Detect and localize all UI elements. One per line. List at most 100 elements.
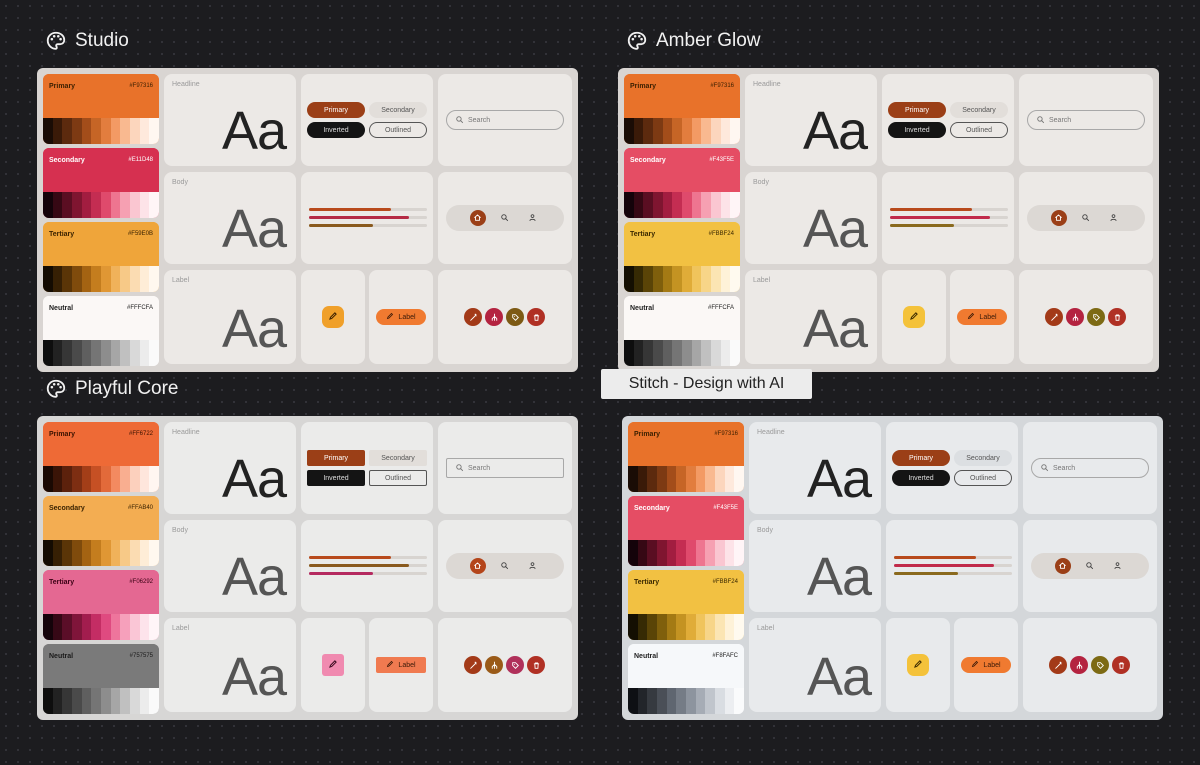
- icon-button-tag[interactable]: [1091, 656, 1109, 674]
- secondary-button[interactable]: Secondary: [954, 450, 1012, 466]
- ramp-step: [734, 540, 744, 566]
- icon-button-trash[interactable]: [1112, 656, 1130, 674]
- nav-search[interactable]: [1082, 558, 1098, 574]
- search-input[interactable]: Search: [446, 110, 564, 130]
- label-chip[interactable]: Label: [376, 309, 426, 325]
- tonal-ramp: [43, 688, 159, 714]
- ramp-step: [139, 688, 150, 714]
- icon-button-trash[interactable]: [527, 308, 545, 326]
- label-label: Label: [757, 625, 775, 632]
- theme-2: Playful Core Primary #FF6722 Secondary #FFAB…: [37, 378, 578, 720]
- outlined-button[interactable]: Outlined: [369, 122, 427, 138]
- swatch-name: Primary: [49, 83, 76, 90]
- icon-button-trash[interactable]: [1108, 308, 1126, 326]
- label-chip[interactable]: Label: [376, 657, 426, 673]
- nav-search[interactable]: [1078, 210, 1094, 226]
- ramp-step: [682, 118, 692, 144]
- fab-card: [301, 270, 365, 364]
- nav-home[interactable]: [1054, 558, 1071, 574]
- ramp-step: [91, 192, 102, 218]
- ramp-step: [62, 118, 73, 144]
- icon-button-wand[interactable]: [464, 308, 482, 326]
- ramp-step: [72, 340, 82, 366]
- edit-fab[interactable]: [903, 306, 925, 328]
- swatch-hex: #F97316: [129, 83, 153, 89]
- icon-button-wand[interactable]: [1045, 308, 1063, 326]
- icon-button-tree[interactable]: [1066, 308, 1084, 326]
- tree-icon: [1066, 308, 1084, 326]
- primary-button[interactable]: Primary: [888, 102, 946, 118]
- body-label: Body: [757, 527, 773, 534]
- edit-fab[interactable]: [322, 306, 344, 328]
- secondary-button[interactable]: Secondary: [950, 102, 1008, 118]
- icon-button-tree[interactable]: [485, 656, 503, 674]
- ramp-step: [657, 540, 667, 566]
- ramp-step: [653, 192, 663, 218]
- nav-search[interactable]: [497, 558, 513, 574]
- outlined-button[interactable]: Outlined: [369, 470, 427, 486]
- secondary-button[interactable]: Secondary: [369, 450, 427, 466]
- color-swatch-primary: Primary #FF6722: [43, 422, 159, 492]
- nav-profile[interactable]: [524, 558, 540, 574]
- primary-button[interactable]: Primary: [892, 450, 950, 466]
- palette-icon: [45, 378, 67, 400]
- nav-home[interactable]: [469, 210, 486, 226]
- headline-label: Headline: [757, 429, 785, 436]
- icon-button-tag[interactable]: [506, 656, 524, 674]
- nav-home[interactable]: [1050, 210, 1067, 226]
- ramp-step: [715, 688, 725, 714]
- primary-button[interactable]: Primary: [307, 102, 365, 118]
- ramp-step: [110, 540, 121, 566]
- search-input[interactable]: Search: [1031, 458, 1149, 478]
- chip-label: Label: [983, 661, 1001, 669]
- nav-home[interactable]: [469, 558, 486, 574]
- swatch-header: [624, 74, 740, 118]
- theme-board: Primary #F97316 Secondary #F43F5E Tertiary #F…: [618, 68, 1159, 372]
- icon-button-wand[interactable]: [1049, 656, 1067, 674]
- nav-search[interactable]: [497, 210, 513, 226]
- ramp-step: [643, 266, 654, 292]
- icon-button-tree[interactable]: [485, 308, 503, 326]
- label-chip[interactable]: Label: [957, 309, 1007, 325]
- icon-button-tree[interactable]: [1070, 656, 1088, 674]
- primary-button[interactable]: Primary: [307, 450, 365, 466]
- inverted-button[interactable]: Inverted: [892, 470, 950, 486]
- ramp-step: [120, 118, 131, 144]
- inverted-button[interactable]: Inverted: [888, 122, 946, 138]
- secondary-button[interactable]: Secondary: [369, 102, 427, 118]
- icon-button-tag[interactable]: [506, 308, 524, 326]
- nav-profile[interactable]: [1109, 558, 1125, 574]
- nav-profile[interactable]: [1105, 210, 1121, 226]
- progress-fill: [309, 564, 409, 567]
- outlined-button[interactable]: Outlined: [950, 122, 1008, 138]
- inverted-button[interactable]: Inverted: [307, 122, 365, 138]
- inverted-button[interactable]: Inverted: [307, 470, 365, 486]
- ramp-step: [724, 466, 735, 492]
- tonal-ramp: [624, 118, 740, 144]
- label-chip[interactable]: Label: [961, 657, 1011, 673]
- edit-fab[interactable]: [322, 654, 344, 676]
- icon-button-tag[interactable]: [1087, 308, 1105, 326]
- ramp-step: [724, 614, 735, 640]
- outlined-button[interactable]: Outlined: [954, 470, 1012, 486]
- search-input[interactable]: Search: [446, 458, 564, 478]
- ramp-step: [120, 540, 131, 566]
- ramp-step: [715, 540, 725, 566]
- icon-button-trash[interactable]: [527, 656, 545, 674]
- type-sample: Aa: [221, 101, 287, 161]
- label-card: Label Aa: [749, 618, 881, 712]
- ramp-step: [657, 466, 667, 492]
- icon-button-wand[interactable]: [464, 656, 482, 674]
- edit-fab[interactable]: [907, 654, 929, 676]
- tag-icon: [1091, 656, 1109, 674]
- type-sample: Aa: [221, 199, 287, 259]
- buttons-card: Primary Secondary Inverted Outlined: [882, 74, 1014, 166]
- nav-profile[interactable]: [524, 210, 540, 226]
- ramp-step: [52, 466, 63, 492]
- swatch-header: [43, 496, 159, 540]
- ramp-step: [637, 688, 648, 714]
- search-input[interactable]: Search: [1027, 110, 1145, 130]
- tooltip: Stitch - Design with AI: [601, 369, 812, 399]
- ramp-step: [637, 614, 648, 640]
- progress-fill: [309, 572, 373, 575]
